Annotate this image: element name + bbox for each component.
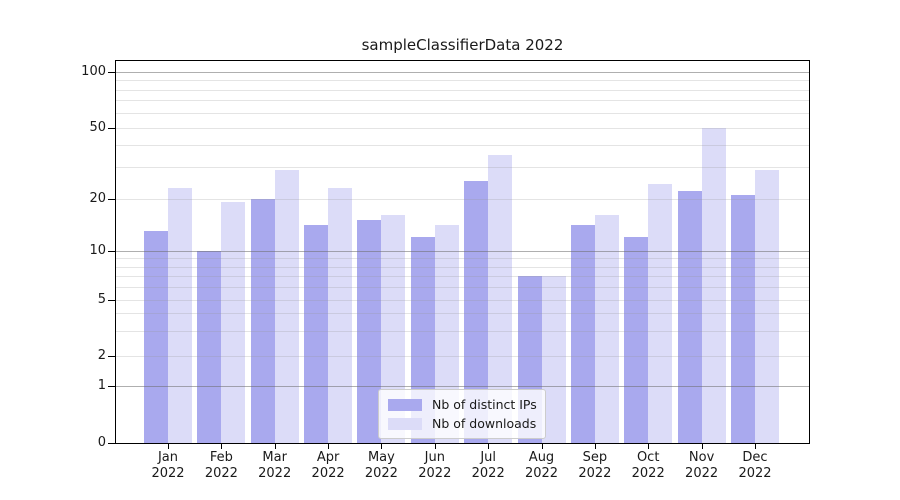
y-tick-label: 5 — [97, 291, 106, 307]
x-tick-mark — [434, 444, 436, 449]
chart-title: sampleClassifierData 2022 — [361, 36, 564, 54]
x-tick-label: Aug 2022 — [524, 450, 559, 481]
x-tick-label: May 2022 — [364, 450, 398, 481]
x-tick-mark — [221, 444, 223, 449]
x-tick-label: Jun 2022 — [418, 450, 452, 481]
x-tick-label: Mar 2022 — [258, 450, 292, 481]
bar-downloads-apr — [328, 187, 353, 443]
x-tick-mark — [274, 444, 276, 449]
legend-row: Nb of distinct IPs — [388, 395, 537, 414]
bar-downloads-oct — [648, 184, 673, 443]
legend-swatch-downloads — [388, 417, 422, 430]
x-tick-label: Sep 2022 — [578, 450, 612, 481]
gridline-major — [116, 71, 809, 73]
x-tick-label: Apr 2022 — [311, 450, 345, 481]
plot-area — [115, 60, 810, 444]
x-tick-mark — [328, 444, 330, 449]
bar-ips-feb — [197, 250, 222, 443]
gridline-minor — [116, 89, 809, 91]
legend-swatch-ips — [388, 398, 422, 411]
gridline-major — [116, 386, 809, 388]
y-tick-label: 10 — [89, 242, 106, 258]
legend: Nb of distinct IPs Nb of downloads — [378, 389, 546, 439]
legend-row: Nb of downloads — [388, 414, 536, 433]
gridline-minor — [116, 258, 809, 260]
y-tick-mark — [108, 127, 115, 129]
gridline-minor — [116, 100, 809, 102]
bar-downloads-jan — [168, 187, 192, 443]
x-tick-label: Jul 2022 — [471, 450, 505, 481]
x-tick-label: Oct 2022 — [631, 450, 665, 481]
x-tick-mark — [755, 444, 756, 449]
y-tick-label: 0 — [97, 435, 106, 450]
bar-ips-sep — [570, 225, 595, 443]
bar-ips-oct — [624, 237, 649, 443]
gridline-minor — [116, 144, 809, 146]
gridline-minor — [116, 313, 809, 315]
legend-label: Nb of distinct IPs — [432, 397, 537, 412]
y-tick-label: 50 — [89, 119, 106, 135]
legend-label: Nb of downloads — [432, 416, 537, 431]
y-tick-mark — [108, 250, 115, 252]
gridline-minor — [116, 355, 809, 357]
y-tick-mark — [108, 299, 115, 301]
x-tick-mark — [168, 444, 169, 449]
x-tick-label: Nov 2022 — [685, 450, 719, 481]
y-tick-mark — [108, 355, 115, 357]
bar-ips-jan — [144, 231, 168, 443]
y-tick-mark — [108, 443, 115, 444]
bar-downloads-sep — [594, 215, 619, 443]
gridline-minor — [116, 127, 809, 129]
x-tick-mark — [594, 444, 596, 449]
gridline-minor — [116, 330, 809, 332]
x-tick-mark — [541, 444, 543, 449]
y-tick-label: 1 — [97, 378, 106, 394]
bar-downloads-mar — [274, 169, 299, 443]
x-tick-mark — [648, 444, 650, 449]
bar-ips-nov — [677, 191, 702, 443]
gridline-minor — [116, 80, 809, 82]
y-tick-mark — [108, 71, 115, 73]
x-tick-mark — [488, 444, 490, 449]
bar-ips-may — [357, 220, 382, 443]
gridline-minor — [116, 167, 809, 169]
y-tick-label: 20 — [89, 190, 106, 206]
y-tick-label: 100 — [81, 63, 106, 79]
bar-ips-mar — [250, 198, 275, 443]
bar-ips-dec — [730, 194, 755, 443]
bar-ips-apr — [304, 225, 329, 443]
gridline-minor — [116, 112, 809, 114]
x-tick-label: Feb 2022 — [204, 450, 238, 481]
gridline-minor — [116, 276, 809, 277]
x-tick-label: Jan 2022 — [151, 450, 185, 481]
x-tick-label: Dec 2022 — [738, 450, 772, 481]
bar-downloads-feb — [221, 202, 246, 443]
gridline-minor — [116, 286, 809, 288]
bar-downloads-dec — [754, 169, 779, 443]
gridline-minor — [116, 299, 809, 301]
gridline-minor — [116, 198, 809, 200]
gridline-minor — [116, 266, 809, 268]
x-tick-mark — [701, 444, 703, 449]
y-tick-mark — [108, 386, 115, 388]
x-tick-mark — [381, 444, 383, 449]
gridline-major — [116, 250, 809, 252]
bar-downloads-nov — [701, 127, 726, 443]
y-tick-label: 2 — [97, 347, 106, 363]
y-tick-mark — [108, 198, 115, 200]
